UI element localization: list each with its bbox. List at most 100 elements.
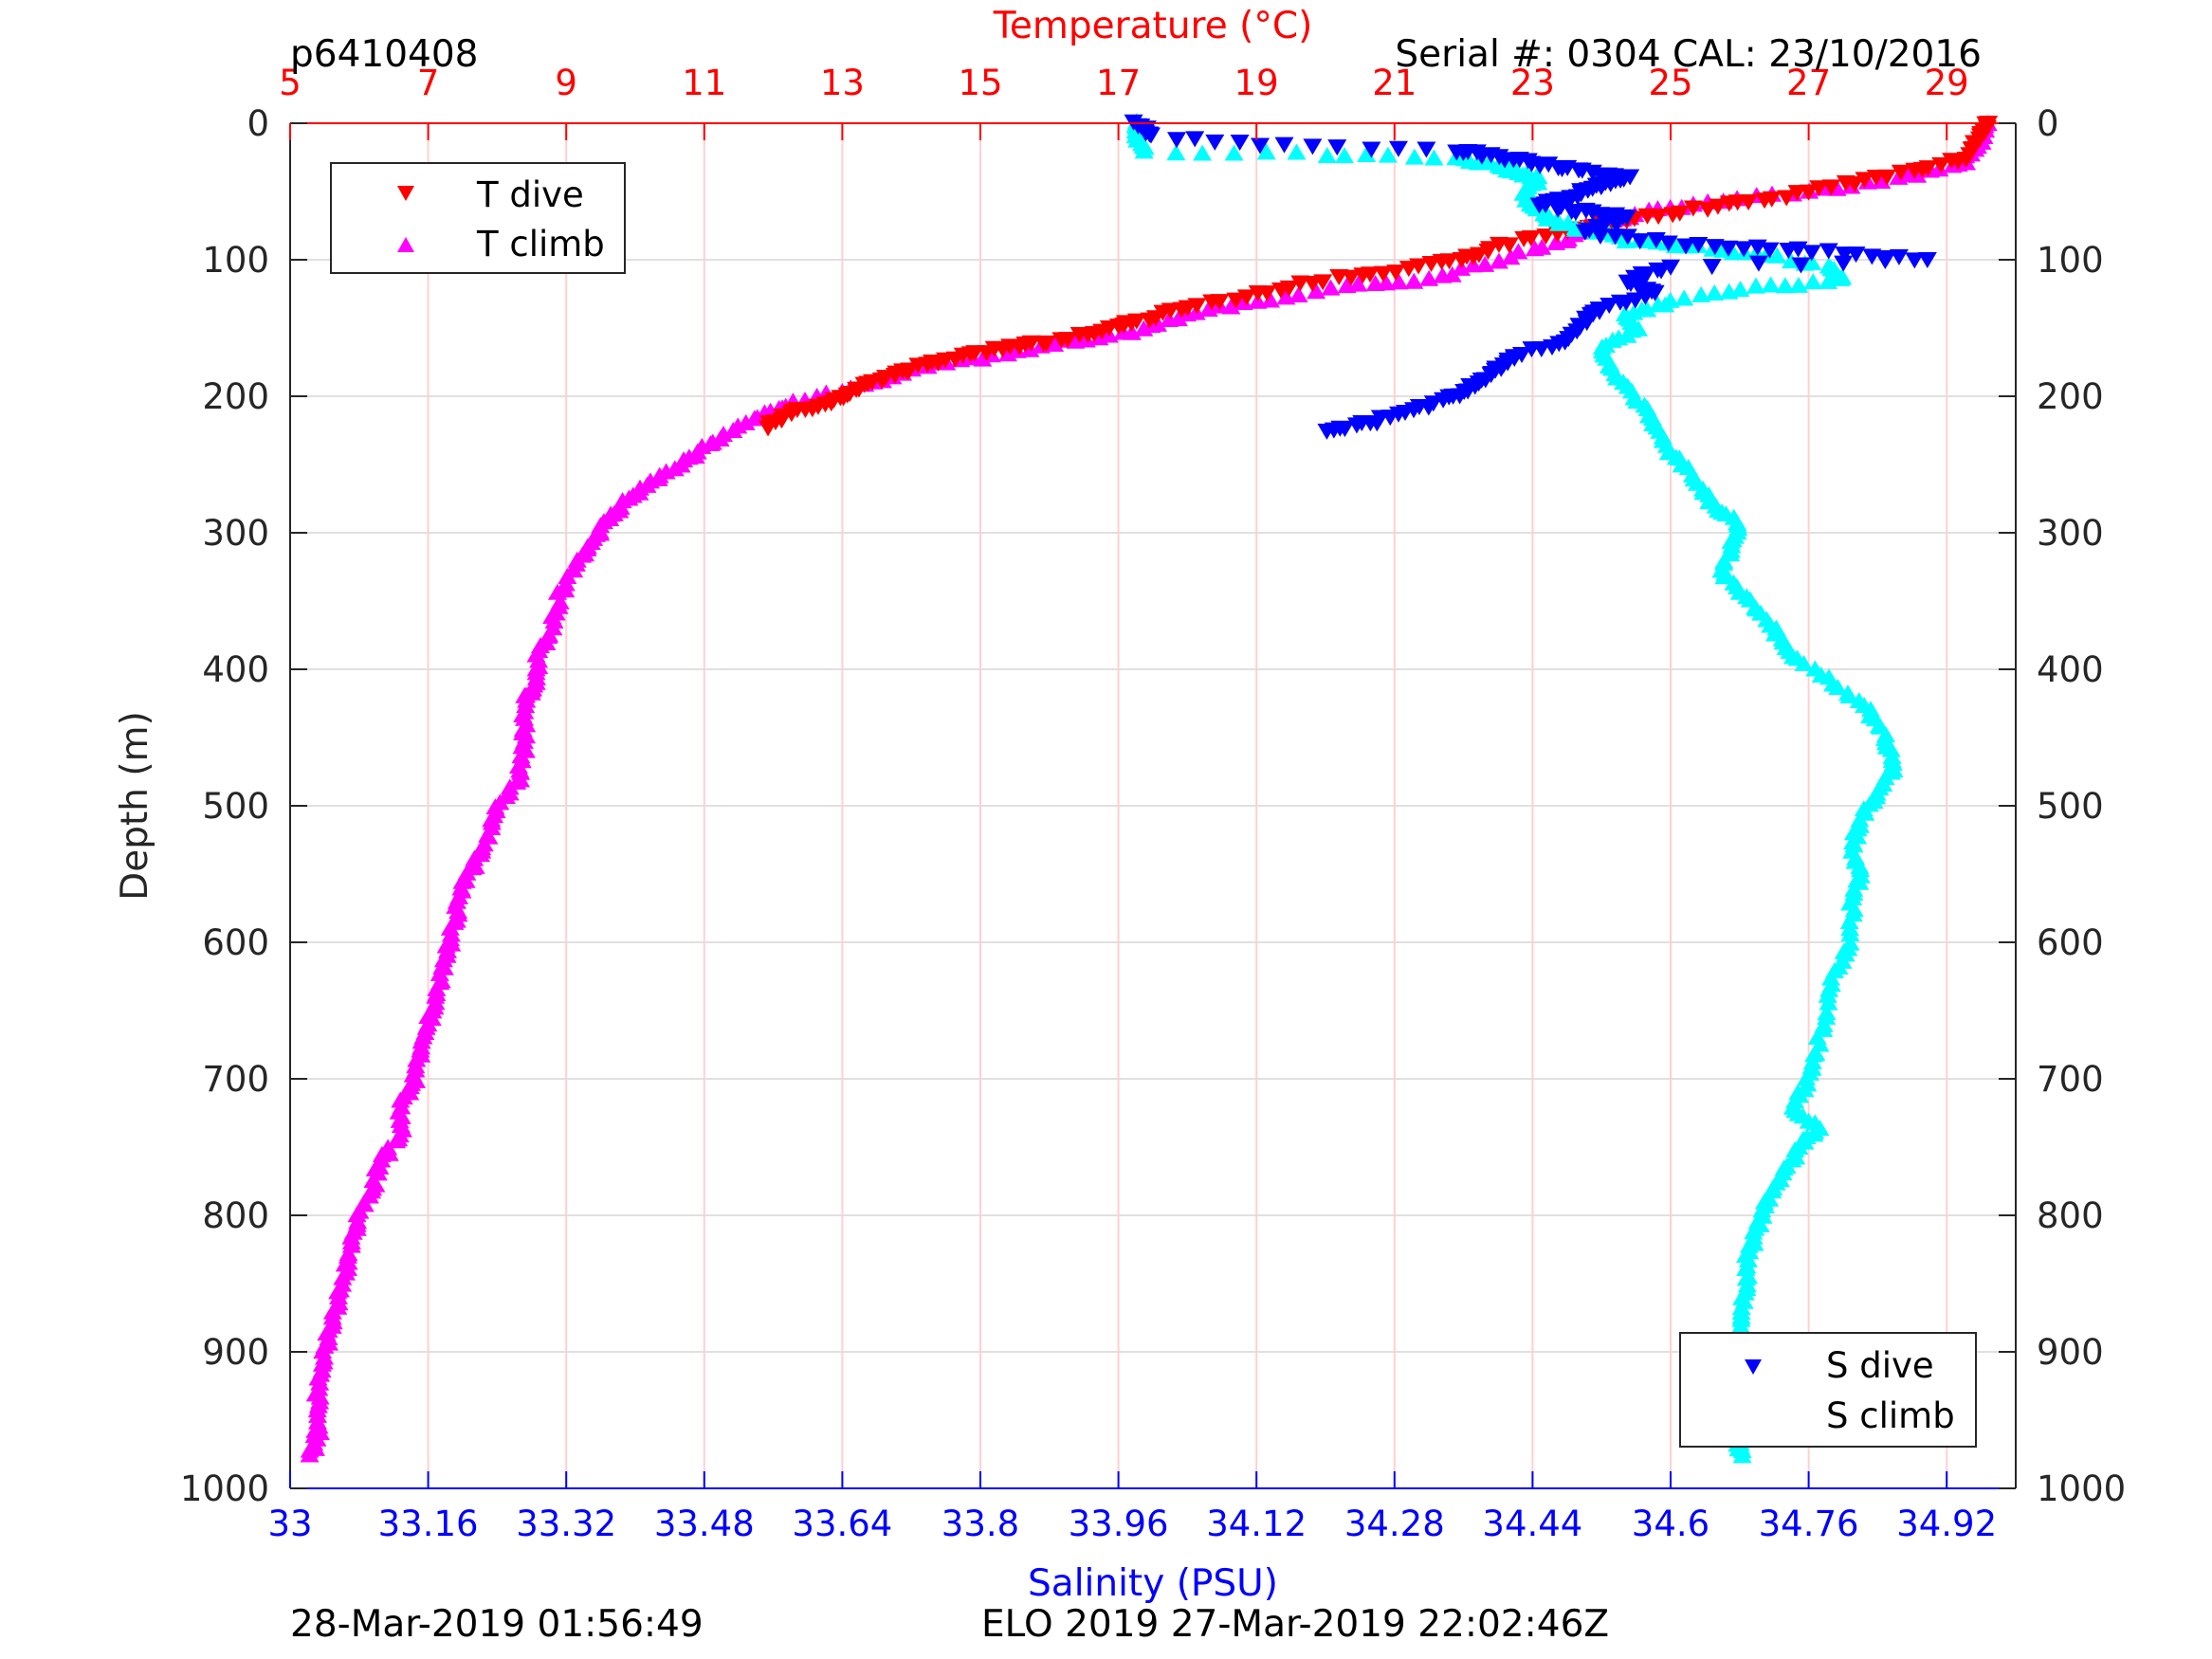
data-point bbox=[1522, 341, 1542, 358]
legend-temperature-box bbox=[330, 162, 626, 274]
depth-tick-label-left: 100 bbox=[202, 240, 269, 281]
data-point bbox=[1891, 164, 1910, 181]
temperature-tick-label: 29 bbox=[1925, 63, 1969, 103]
data-point bbox=[1719, 283, 1739, 300]
depth-axis-label: Depth (m) bbox=[114, 711, 156, 901]
data-point bbox=[1809, 180, 1829, 197]
data-point bbox=[1831, 269, 1851, 286]
data-point bbox=[1185, 131, 1205, 148]
temperature-tick-label: 21 bbox=[1372, 63, 1417, 103]
data-point bbox=[430, 964, 449, 981]
temperature-axis-label: Temperature (°C) bbox=[993, 5, 1313, 47]
data-point bbox=[1287, 143, 1307, 160]
data-point bbox=[1839, 687, 1859, 704]
data-point bbox=[1365, 274, 1385, 291]
data-point bbox=[1536, 228, 1556, 246]
axes: 0 0 100 100 200 200 300 300 400 400 500 500 600 600 70… bbox=[180, 63, 2126, 1544]
data-point bbox=[1775, 277, 1795, 294]
legend-s-climb-label: S climb bbox=[1826, 1395, 1955, 1436]
depth-tick-label-left: 400 bbox=[202, 649, 269, 690]
data-point bbox=[1917, 251, 1937, 268]
data-point bbox=[1166, 144, 1186, 161]
data-point bbox=[1618, 228, 1637, 246]
data-point bbox=[1777, 190, 1797, 207]
data-point bbox=[1730, 281, 1750, 298]
data-point bbox=[1140, 312, 1160, 329]
data-point bbox=[1546, 233, 1566, 250]
data-point bbox=[1433, 266, 1453, 283]
data-point bbox=[1388, 140, 1408, 157]
data-point bbox=[1862, 248, 1882, 265]
data-point bbox=[1705, 283, 1725, 301]
data-point bbox=[1803, 273, 1823, 290]
data-point bbox=[1821, 179, 1841, 196]
serial-calibration: Serial #: 0304 CAL: 23/10/2016 bbox=[1395, 33, 1982, 76]
legend-salinity-box bbox=[1679, 1332, 1977, 1448]
data-point bbox=[1663, 207, 1683, 224]
data-point bbox=[908, 357, 928, 374]
data-point bbox=[1051, 332, 1071, 349]
data-point bbox=[1424, 149, 1444, 166]
data-point bbox=[1348, 275, 1368, 292]
data-point bbox=[1234, 294, 1253, 311]
temperature-tick-label: 25 bbox=[1648, 63, 1692, 103]
data-point bbox=[1658, 235, 1678, 252]
depth-tick-label-left: 900 bbox=[202, 1332, 269, 1373]
data-point bbox=[1748, 255, 1768, 272]
data-point bbox=[300, 1446, 320, 1463]
data-point bbox=[1134, 142, 1154, 159]
depth-tick-label-right: 1000 bbox=[2037, 1468, 2126, 1509]
data-point bbox=[1605, 228, 1625, 246]
data-point bbox=[984, 340, 1004, 357]
depth-tick-label-right: 300 bbox=[2037, 513, 2104, 554]
depth-tick-label-right: 900 bbox=[2037, 1332, 2104, 1373]
data-point bbox=[1840, 925, 1860, 942]
data-point bbox=[1202, 294, 1222, 311]
data-point bbox=[1303, 276, 1323, 293]
temperature-tick-label: 13 bbox=[820, 63, 865, 103]
data-point bbox=[1760, 242, 1780, 259]
salinity-tick-label: 33.48 bbox=[654, 1504, 755, 1544]
temperature-tick-label: 17 bbox=[1096, 63, 1141, 103]
salinity-tick-label: 34.12 bbox=[1206, 1504, 1307, 1544]
data-point bbox=[997, 345, 1017, 362]
salinity-tick-label: 33.32 bbox=[516, 1504, 616, 1544]
data-point bbox=[1271, 282, 1290, 299]
temperature-tick-label: 11 bbox=[682, 63, 726, 103]
data-point bbox=[1818, 986, 1837, 1003]
legend-temperature: T dive T climb bbox=[330, 162, 626, 274]
data-point bbox=[759, 420, 778, 437]
legend-salinity: S dive S climb bbox=[1679, 1332, 1977, 1448]
data-point bbox=[1648, 262, 1668, 279]
data-point bbox=[1417, 141, 1436, 158]
data-point bbox=[1501, 248, 1521, 265]
legend-s-dive-marker bbox=[1745, 1359, 1762, 1375]
salinity-tick-label: 34.44 bbox=[1482, 1504, 1582, 1544]
data-point bbox=[391, 1091, 411, 1108]
data-point bbox=[1855, 172, 1874, 189]
data-point bbox=[1734, 241, 1754, 258]
salinity-tick-label: 34.92 bbox=[1896, 1504, 1997, 1544]
depth-tick-label-left: 0 bbox=[247, 103, 269, 144]
depth-tick-label-left: 800 bbox=[202, 1195, 269, 1236]
data-point bbox=[1557, 231, 1577, 248]
data-point bbox=[1674, 289, 1694, 306]
footer-timestamp: 28-Mar-2019 01:56:49 bbox=[290, 1603, 704, 1646]
data-point bbox=[544, 612, 564, 629]
depth-tick-label-left: 500 bbox=[202, 786, 269, 827]
data-point bbox=[1357, 145, 1377, 162]
data-point bbox=[558, 568, 577, 585]
data-point bbox=[1702, 259, 1722, 276]
data-point bbox=[1698, 201, 1718, 218]
salinity-tick-label: 33.96 bbox=[1069, 1504, 1169, 1544]
data-point bbox=[1785, 1140, 1805, 1158]
data-point bbox=[1648, 296, 1668, 313]
data-point bbox=[452, 872, 472, 889]
data-point bbox=[1303, 138, 1323, 155]
legend-t-climb-marker bbox=[397, 237, 414, 252]
data-point bbox=[1846, 246, 1866, 264]
data-point bbox=[1224, 144, 1244, 161]
data-point bbox=[1575, 224, 1595, 241]
salinity-tick-label: 33.64 bbox=[792, 1504, 892, 1544]
